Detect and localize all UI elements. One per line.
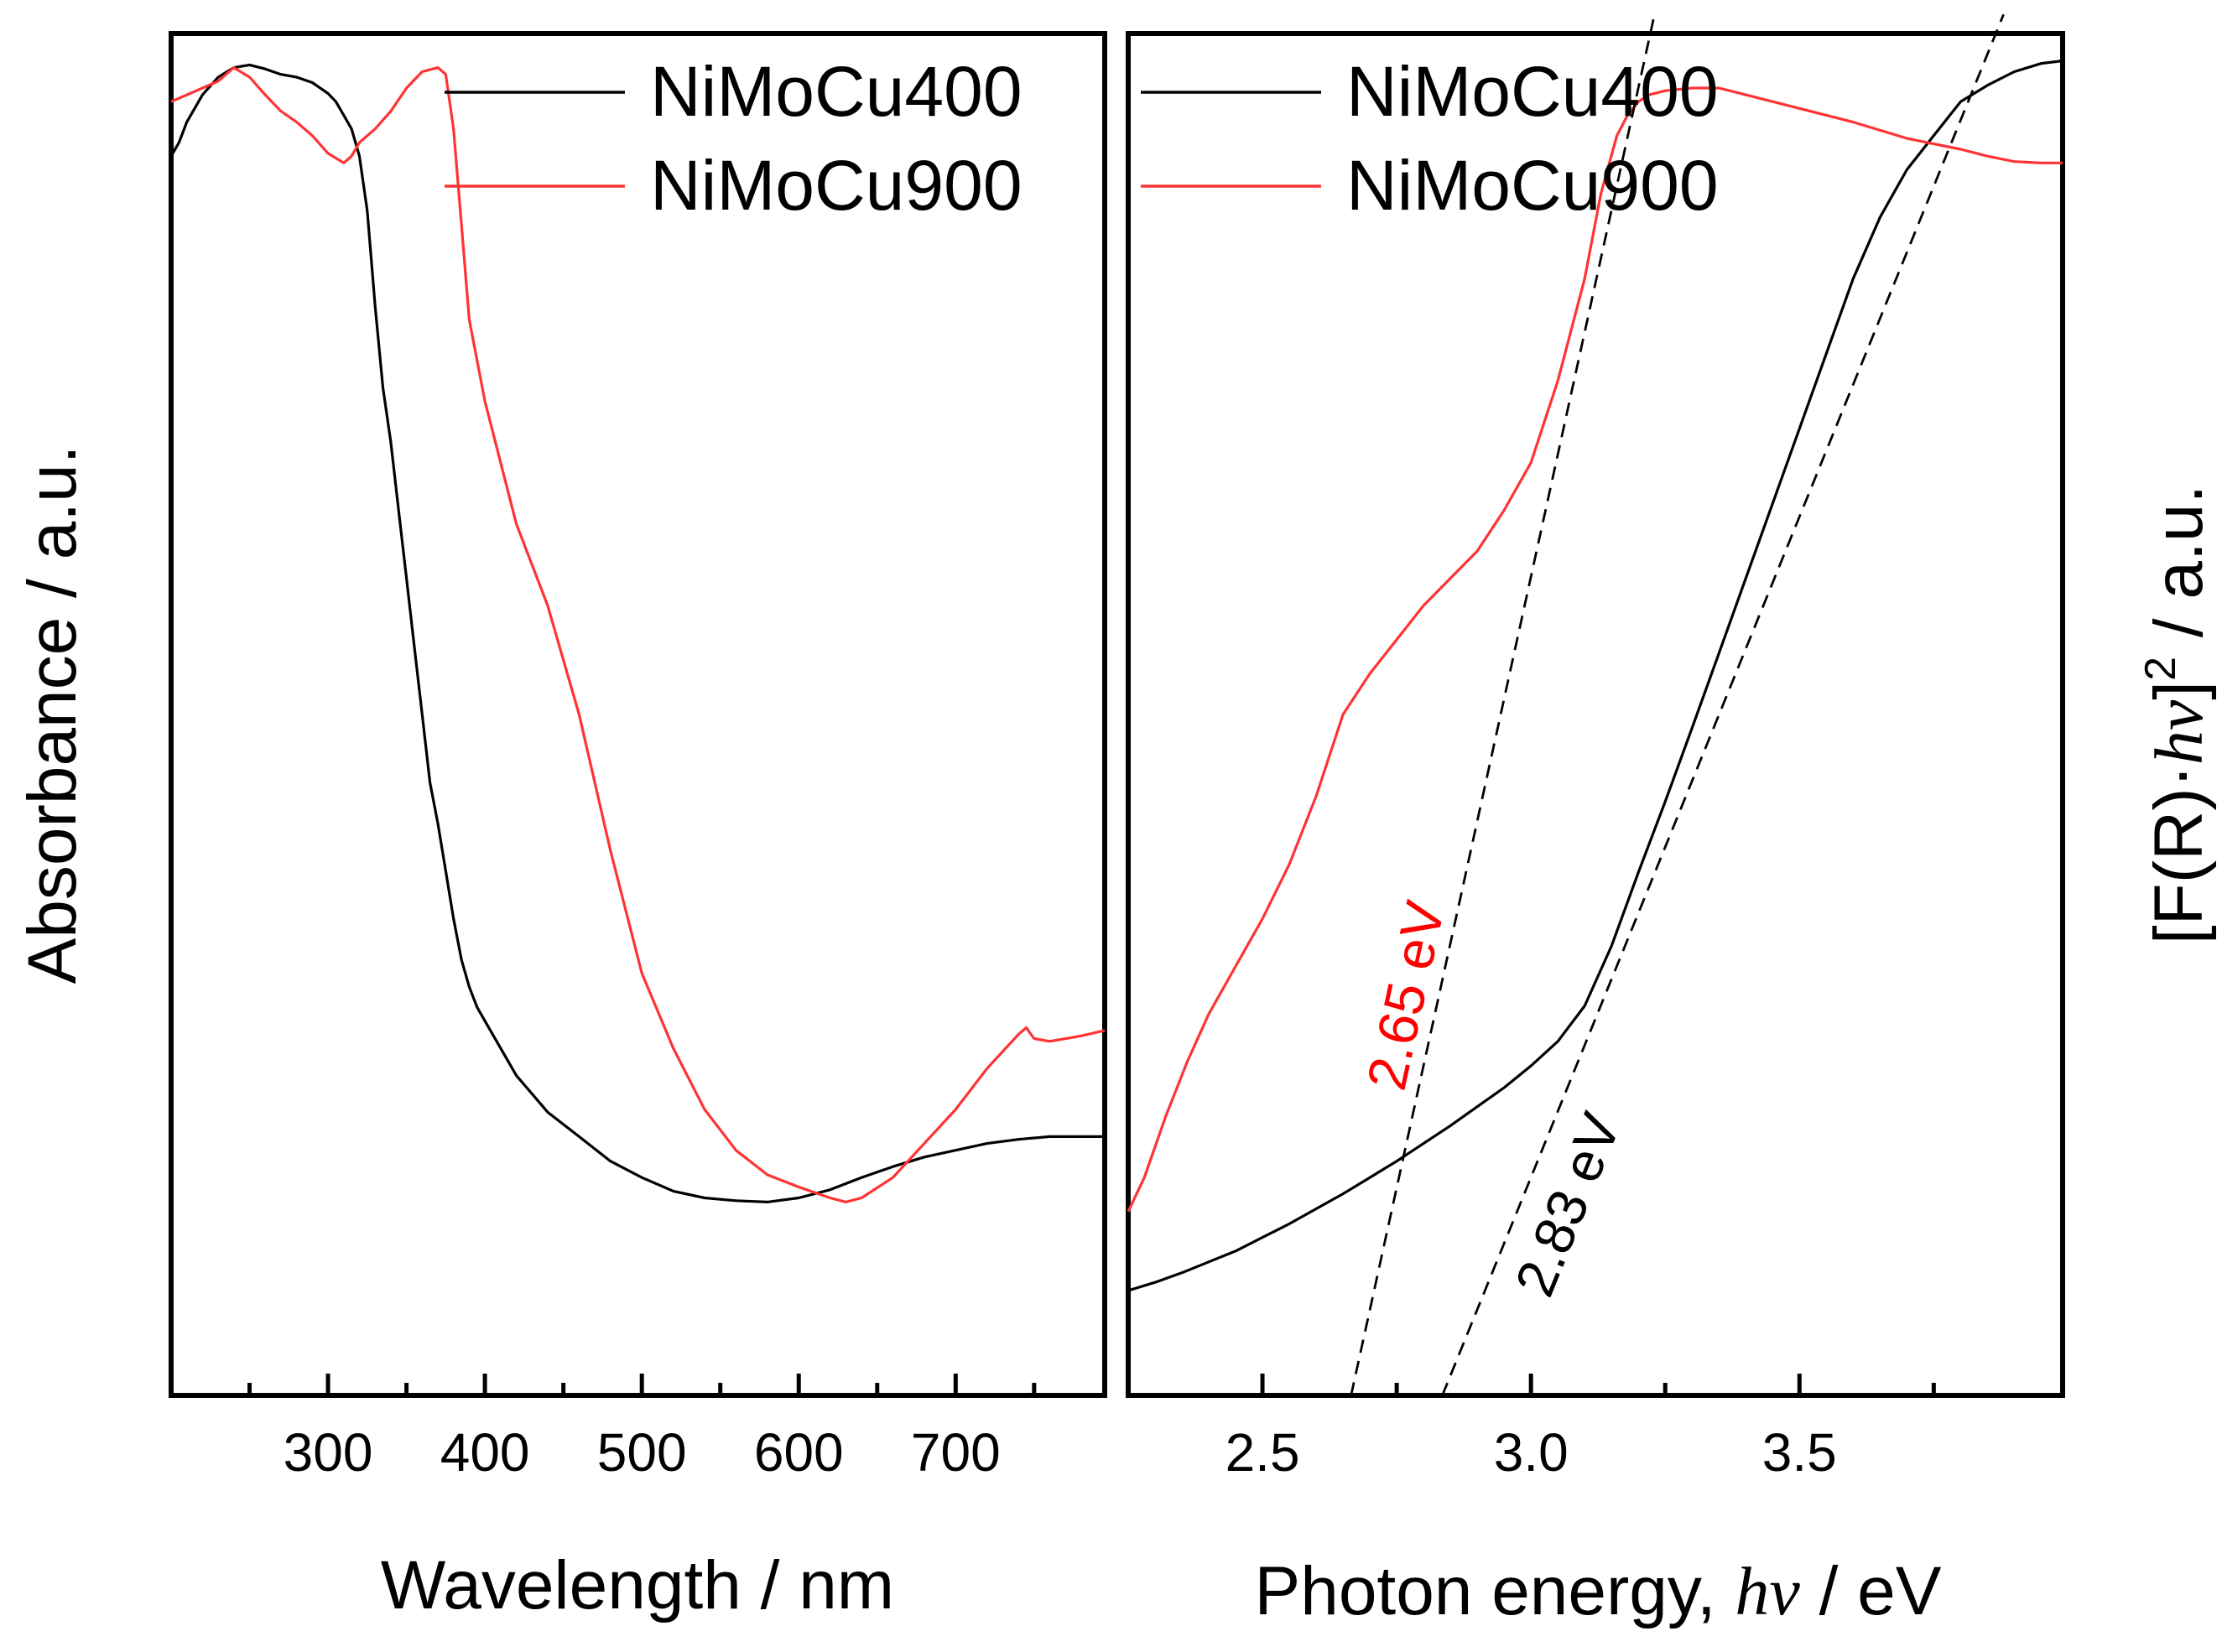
tauc-y-axis-label-sup: 2 xyxy=(2136,657,2185,681)
absorbance-chart: 300 400 500 600 700 NiMoCu400 NiMoCu900 Wavel… xyxy=(14,31,1107,1623)
tauc-x-tick-label: 2.5 xyxy=(1225,1422,1300,1483)
tauc-x-axis-label-text: Photon energy, xyxy=(1255,1553,1735,1629)
absorbance-x-tick-label: 600 xyxy=(754,1422,844,1483)
tangent-label-1: 2.65 eV xyxy=(1355,896,1456,1095)
absorbance-x-tick-label: 500 xyxy=(597,1422,687,1483)
tauc-x-tick-label: 3.5 xyxy=(1762,1422,1837,1483)
absorbance-x-axis-label: Wavelength / nm xyxy=(381,1547,894,1623)
absorbance-legend: NiMoCu400 NiMoCu900 xyxy=(445,52,1023,225)
tauc-x-axis-label-italic: hν xyxy=(1735,1553,1800,1629)
absorbance-series-nimocu900 xyxy=(170,66,1106,1203)
tauc-series-nimocu400 xyxy=(1127,59,2063,1292)
tauc-x-axis-label-unit: / eV xyxy=(1800,1553,1942,1629)
absorbance-plot-frame xyxy=(169,31,1107,1398)
tauc-x-axis-label: Photon energy, hν / eV xyxy=(1255,1553,1942,1629)
absorbance-y-axis-label: Absorbance / a.u. xyxy=(14,445,91,984)
tauc-series-nimocu900 xyxy=(1127,86,2063,1213)
tauc-y-axis-label-unit: / a.u. xyxy=(2141,485,2217,657)
tauc-x-ticks: 2.5 3.0 3.5 xyxy=(1225,1374,1936,1483)
absorbance-legend-label-nimocu400: NiMoCu400 xyxy=(650,52,1023,131)
tauc-legend-label-nimocu900: NiMoCu900 xyxy=(1346,146,1719,225)
tangent-line-2 xyxy=(1441,13,2005,1396)
tangent-label-2: 2.83 eV xyxy=(1503,1104,1632,1305)
absorbance-x-tick-label: 700 xyxy=(911,1422,1001,1483)
tauc-y-axis-label: [F(R)·hν]2 / a.u. xyxy=(2136,485,2217,944)
tauc-legend-label-nimocu400: NiMoCu400 xyxy=(1346,52,1719,131)
tauc-y-axis-label-close: ] xyxy=(2141,681,2217,700)
absorbance-x-tick-label: 300 xyxy=(284,1422,373,1483)
tauc-series-group xyxy=(1127,59,2063,1292)
tauc-x-tick-label: 3.0 xyxy=(1494,1422,1569,1483)
absorbance-legend-label-nimocu900: NiMoCu900 xyxy=(650,146,1023,225)
absorbance-x-tick-label: 400 xyxy=(440,1422,530,1483)
tauc-y-axis-label-main: [F(R)· xyxy=(2141,765,2217,944)
tauc-chart: 2.65 eV2.83 eV 2.5 3.0 3.5 NiMoCu400NiMoCu… xyxy=(1126,13,2217,1629)
absorbance-x-ticks: 300 400 500 600 700 xyxy=(247,1374,1037,1483)
tauc-plot-frame xyxy=(1126,31,2065,1398)
absorbance-series-group xyxy=(169,63,1106,1203)
absorbance-series-nimocu400 xyxy=(169,63,1105,1203)
tauc-legend: NiMoCu400 NiMoCu900 xyxy=(1141,52,1719,225)
tauc-y-axis-label-italic: hν xyxy=(2141,699,2217,765)
tangent-line-1 xyxy=(1350,13,1656,1396)
